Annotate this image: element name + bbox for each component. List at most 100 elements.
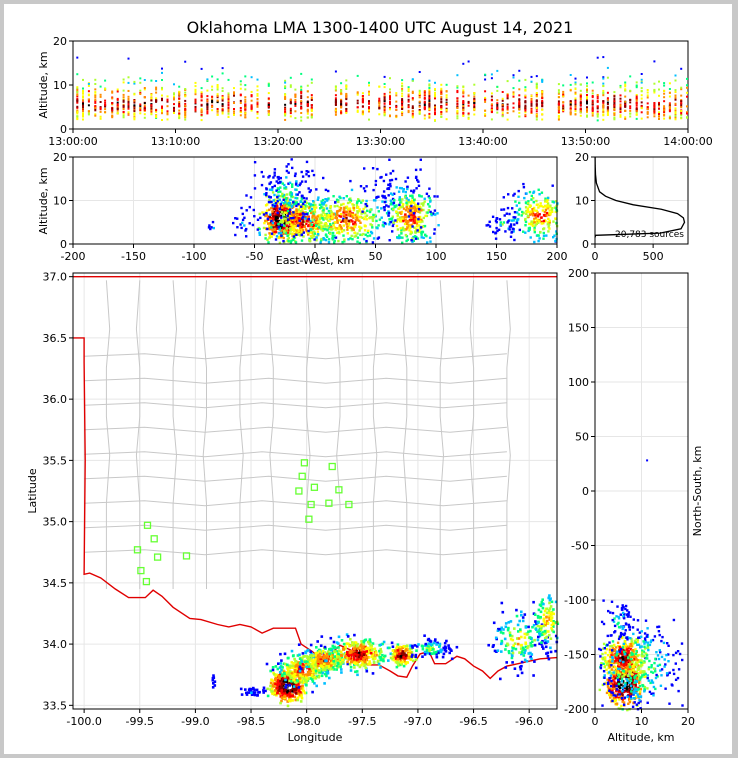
source-cell xyxy=(276,199,279,203)
source-cell xyxy=(116,109,119,112)
source-cell xyxy=(340,82,343,85)
source-cell xyxy=(285,169,289,173)
source-cell xyxy=(239,87,242,90)
source-cell xyxy=(286,704,290,708)
source-cell xyxy=(529,213,532,216)
source-cell xyxy=(366,209,369,212)
x-tick-label: 0 xyxy=(592,250,599,263)
source-cell xyxy=(376,206,379,209)
source-cell xyxy=(245,194,248,197)
source-cell xyxy=(574,77,577,80)
source-cell xyxy=(283,205,286,208)
source-cell xyxy=(300,657,304,661)
source-cell xyxy=(325,669,328,673)
source-cell xyxy=(266,687,269,691)
source-cell xyxy=(619,115,622,118)
source-cell xyxy=(524,220,528,224)
source-cell xyxy=(150,110,153,113)
source-cell xyxy=(294,104,297,107)
source-cell xyxy=(139,81,142,84)
source-cell xyxy=(635,84,638,87)
source-cell xyxy=(320,213,323,216)
source-cell xyxy=(334,655,338,658)
source-cell xyxy=(499,223,502,227)
source-cell xyxy=(283,230,286,234)
source-cell xyxy=(424,214,427,218)
source-cell xyxy=(395,104,398,107)
source-cell xyxy=(401,111,404,114)
source-cell xyxy=(233,112,235,115)
source-cell xyxy=(569,111,572,114)
source-cell xyxy=(411,116,414,119)
source-cell xyxy=(591,114,594,117)
source-cell xyxy=(528,228,531,231)
source-cell xyxy=(363,189,367,193)
source-cell xyxy=(541,79,544,82)
source-cell xyxy=(518,69,521,72)
source-cell xyxy=(512,87,515,90)
source-cell xyxy=(184,102,187,105)
source-cell xyxy=(414,237,418,240)
x-tick-label: 13:20:00 xyxy=(253,135,302,148)
source-cell xyxy=(401,226,405,229)
source-cell xyxy=(506,221,509,224)
source-cell xyxy=(579,97,582,100)
source-cell xyxy=(314,663,317,667)
source-cell xyxy=(554,207,558,210)
source-cell xyxy=(270,219,273,223)
source-cell xyxy=(294,103,297,105)
source-cell xyxy=(282,198,285,201)
source-cell xyxy=(333,655,336,658)
source-cell xyxy=(104,108,107,111)
source-cell xyxy=(293,672,297,675)
source-cell xyxy=(532,197,535,200)
source-cell xyxy=(319,663,323,667)
source-cell xyxy=(295,181,298,184)
source-cell xyxy=(602,109,605,111)
source-cell xyxy=(653,112,656,115)
source-cell xyxy=(294,101,297,104)
source-cell xyxy=(462,62,465,65)
source-cell xyxy=(635,101,638,104)
source-cell xyxy=(407,95,410,98)
source-cell xyxy=(404,180,407,183)
source-cell xyxy=(420,233,423,236)
source-cell xyxy=(330,213,333,216)
source-cell xyxy=(298,665,302,669)
source-cell xyxy=(211,99,214,102)
source-cell xyxy=(358,225,361,228)
source-cell xyxy=(389,172,392,175)
source-cell xyxy=(629,75,632,78)
source-cell xyxy=(348,662,352,666)
source-cell xyxy=(310,94,313,97)
source-cell xyxy=(535,100,538,103)
source-cell xyxy=(273,691,276,695)
source-cell xyxy=(270,232,274,235)
source-cell xyxy=(273,202,276,206)
source-cell xyxy=(334,97,337,100)
source-cell xyxy=(122,108,125,110)
source-cell xyxy=(619,106,622,109)
source-cell xyxy=(155,116,158,119)
source-cell xyxy=(555,230,558,233)
source-cell xyxy=(281,206,284,209)
source-cell xyxy=(415,229,418,232)
source-cell xyxy=(445,98,448,101)
source-cell xyxy=(322,667,325,671)
source-cell xyxy=(490,92,493,95)
source-cell xyxy=(308,206,311,209)
source-cell xyxy=(490,95,493,98)
source-cell xyxy=(646,102,649,105)
source-cell xyxy=(305,681,308,684)
source-cell xyxy=(456,74,459,77)
source-cell xyxy=(343,214,346,217)
source-cell xyxy=(591,108,594,111)
source-cell xyxy=(658,113,660,116)
source-cell xyxy=(512,91,515,94)
source-cell xyxy=(293,669,297,672)
source-cell xyxy=(361,92,364,95)
source-cell xyxy=(462,85,465,88)
source-cell xyxy=(304,204,307,207)
county-line xyxy=(84,549,507,556)
county-line xyxy=(439,280,445,589)
